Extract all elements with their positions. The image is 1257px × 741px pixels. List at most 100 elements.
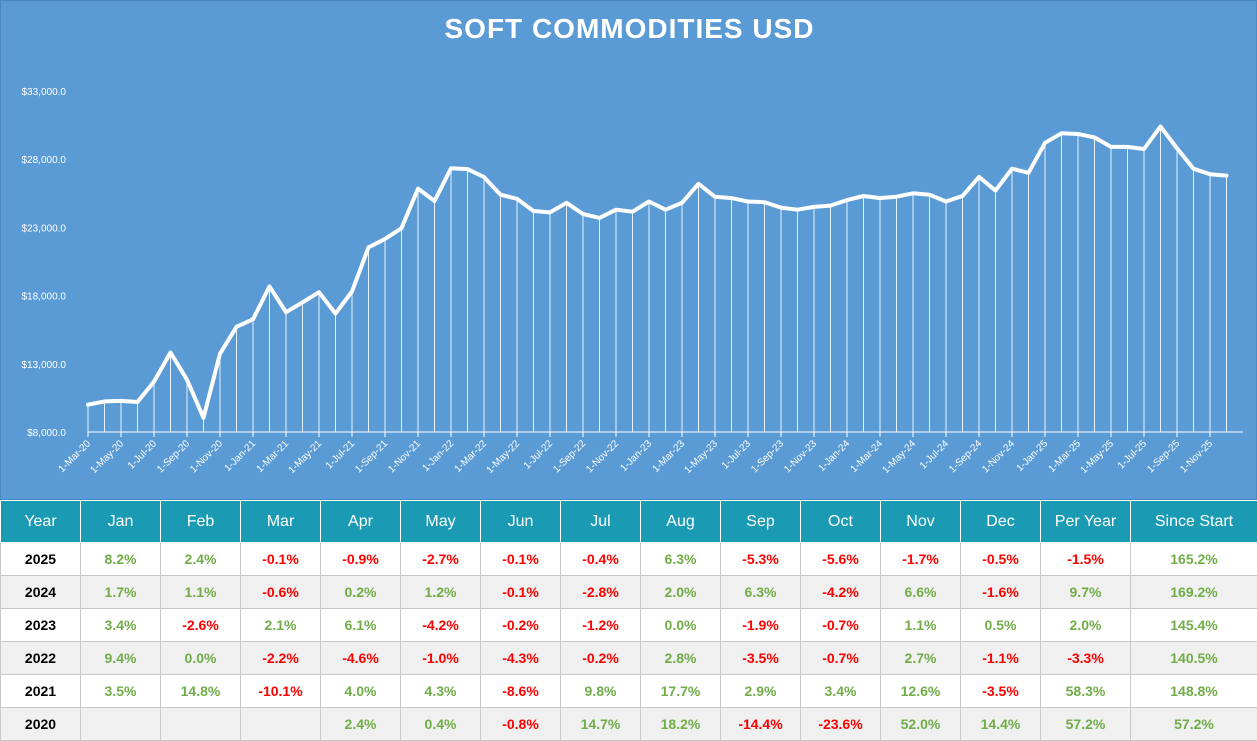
column-header: Jun xyxy=(480,500,561,543)
column-header: Sep xyxy=(720,500,801,543)
x-tick-label: 1-Sep-24 xyxy=(947,438,984,475)
data-point xyxy=(713,195,717,199)
x-tick-label: 1-Jan-22 xyxy=(420,438,456,474)
return-cell: 1.1% xyxy=(160,575,241,609)
return-cell: 3.4% xyxy=(80,608,161,642)
return-cell: -3.5% xyxy=(720,641,801,675)
return-cell: 6.6% xyxy=(880,575,961,609)
data-point xyxy=(185,378,189,382)
return-cell: 1.7% xyxy=(80,575,161,609)
return-cell: 14.7% xyxy=(560,707,641,741)
y-tick-label: $23,000.0 xyxy=(22,223,67,234)
return-cell: 2.7% xyxy=(880,641,961,675)
data-point xyxy=(878,196,882,200)
x-tick-label: 1-Jan-24 xyxy=(816,438,852,474)
return-cell: -14.4% xyxy=(720,707,801,741)
year-cell: 2023 xyxy=(0,608,81,642)
return-cell: 4.0% xyxy=(320,674,401,708)
data-point xyxy=(664,208,667,212)
data-point xyxy=(977,175,981,179)
data-point xyxy=(829,204,832,208)
data-point xyxy=(251,317,255,321)
data-point xyxy=(136,400,139,404)
return-cell: 18.2% xyxy=(640,707,721,741)
return-cell: -2.2% xyxy=(240,641,321,675)
return-cell: -4.6% xyxy=(320,641,401,675)
return-cell: 2.0% xyxy=(640,575,721,609)
return-cell: 2.4% xyxy=(320,707,401,741)
data-point xyxy=(862,194,865,198)
return-cell: -0.1% xyxy=(240,542,321,576)
return-cell: 52.0% xyxy=(880,707,961,741)
return-cell: -23.6% xyxy=(800,707,881,741)
data-point xyxy=(614,208,618,212)
chart-title: SOFT COMMODITIES USD xyxy=(444,13,815,44)
return-cell: 169.2% xyxy=(1130,575,1257,609)
x-tick-label: 1-Mar-20 xyxy=(57,438,94,475)
data-point xyxy=(1175,146,1179,150)
return-cell: 1.2% xyxy=(400,575,481,609)
return-cell: -0.8% xyxy=(480,707,561,741)
year-cell: 2024 xyxy=(0,575,81,609)
return-cell: 2.9% xyxy=(720,674,801,708)
x-tick-label: 1-Nov-21 xyxy=(386,438,423,475)
x-tick-label: 1-Jul-25 xyxy=(1116,438,1150,472)
return-cell: -0.7% xyxy=(800,608,881,642)
x-tick-label: 1-Jan-21 xyxy=(222,438,258,474)
data-point xyxy=(449,166,453,170)
data-point xyxy=(763,200,766,204)
data-point xyxy=(1142,147,1146,151)
return-cell: 6.3% xyxy=(720,575,801,609)
return-cell: 9.7% xyxy=(1040,575,1131,609)
return-cell: -2.6% xyxy=(160,608,241,642)
return-cell xyxy=(80,707,161,741)
column-header: Dec xyxy=(960,500,1041,543)
table-body: 2025 8.2% 2.4% -0.1% -0.9% -2.7% -0.1% -0.4% 6.3… xyxy=(0,542,1257,741)
x-tick-label: 1-Nov-20 xyxy=(188,438,225,475)
return-cell: -0.1% xyxy=(480,542,561,576)
data-point xyxy=(961,194,964,198)
x-tick-label: 1-May-20 xyxy=(88,438,126,476)
column-header: Oct xyxy=(800,500,881,543)
return-cell: -8.6% xyxy=(480,674,561,708)
x-tick-label: 1-Nov-23 xyxy=(782,438,819,475)
data-point xyxy=(350,290,354,294)
return-cell: -10.1% xyxy=(240,674,321,708)
return-cell: -0.4% xyxy=(560,542,641,576)
x-tick-label: 1-Nov-25 xyxy=(1178,438,1215,475)
data-point xyxy=(779,206,783,210)
return-cell: 140.5% xyxy=(1130,641,1257,675)
data-point xyxy=(548,210,552,214)
return-cell: -1.1% xyxy=(960,641,1041,675)
return-cell: 14.8% xyxy=(160,674,241,708)
return-cell: 57.2% xyxy=(1040,707,1131,741)
return-cell: 57.2% xyxy=(1130,707,1257,741)
data-point xyxy=(1043,141,1047,145)
return-cell: 0.2% xyxy=(320,575,401,609)
return-cell: -0.2% xyxy=(480,608,561,642)
data-point xyxy=(103,399,106,403)
return-cell: 0.0% xyxy=(640,608,721,642)
data-point xyxy=(812,205,816,209)
column-header: Feb xyxy=(160,500,241,543)
data-point xyxy=(1060,131,1063,135)
data-point xyxy=(581,212,585,216)
data-point xyxy=(218,352,222,356)
data-point xyxy=(367,245,370,249)
x-tick-label: 1-Sep-23 xyxy=(749,438,786,475)
data-point xyxy=(515,197,519,201)
data-point xyxy=(994,189,997,193)
data-point xyxy=(565,201,568,205)
data-point xyxy=(334,312,337,316)
return-cell: -5.3% xyxy=(720,542,801,576)
y-tick-label: $18,000.0 xyxy=(22,292,67,303)
data-point xyxy=(383,237,387,241)
return-cell: 17.7% xyxy=(640,674,721,708)
return-cell: 9.4% xyxy=(80,641,161,675)
column-header: Year xyxy=(0,500,81,543)
return-cell: 2.8% xyxy=(640,641,721,675)
return-cell: -1.6% xyxy=(960,575,1041,609)
return-cell: 2.4% xyxy=(160,542,241,576)
data-point xyxy=(631,210,634,214)
data-point xyxy=(730,196,733,200)
